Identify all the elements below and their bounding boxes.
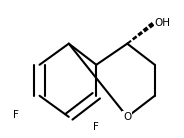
Text: O: O	[123, 112, 131, 122]
Text: F: F	[93, 122, 99, 132]
Text: F: F	[13, 111, 18, 120]
Text: OH: OH	[155, 18, 171, 27]
